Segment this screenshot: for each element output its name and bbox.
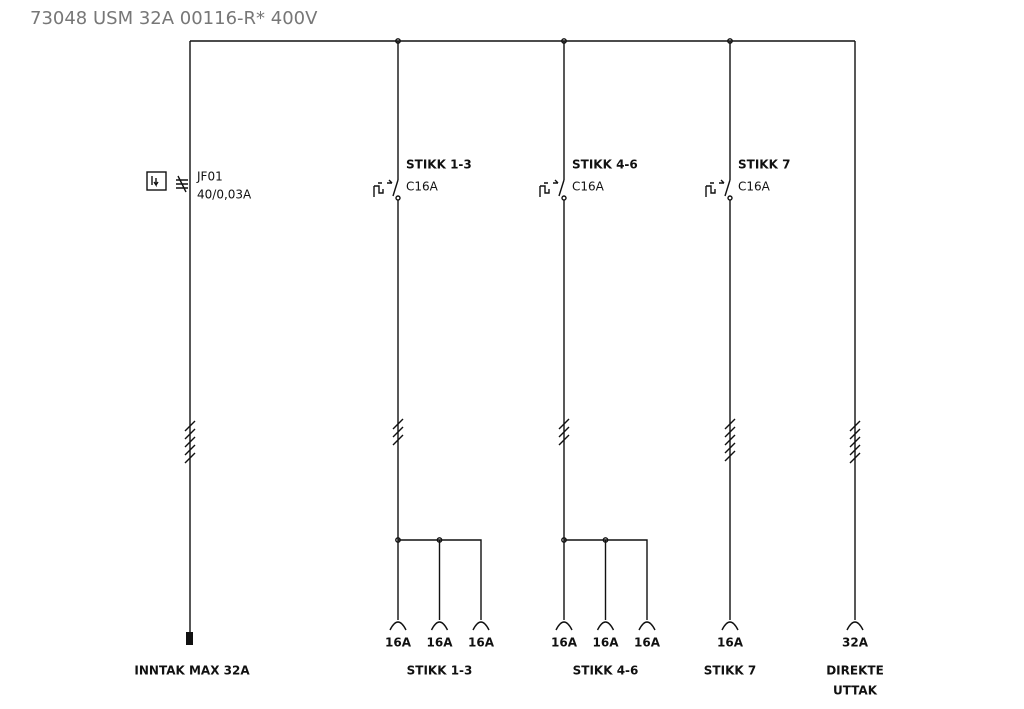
socket	[721, 621, 739, 631]
title: 73048 USM 32A 00116-R* 400V	[30, 8, 318, 29]
branch	[398, 539, 482, 620]
socket-rating: 16A	[468, 636, 495, 650]
rcd-symbol	[176, 175, 188, 193]
socket-rating: 16A	[427, 636, 454, 650]
branch	[564, 539, 648, 620]
hatch	[849, 436, 861, 448]
socket-rating: 16A	[593, 636, 620, 650]
socket-rating: 32A	[842, 636, 869, 650]
hatch	[184, 436, 196, 448]
breaker-name: STIKK 4-6	[572, 158, 638, 172]
breaker-name: STIKK 7	[738, 158, 790, 172]
socket	[555, 621, 573, 631]
hatch	[184, 444, 196, 456]
socket	[596, 621, 615, 631]
hatch	[849, 420, 861, 432]
contact-point	[561, 195, 567, 201]
socket	[846, 621, 864, 631]
rcd-box	[146, 171, 167, 191]
breaker-rating: C16A	[406, 180, 439, 194]
junction	[602, 537, 609, 543]
actuator	[705, 179, 725, 197]
breaker-rating: C16A	[572, 180, 605, 194]
hatch	[849, 428, 861, 440]
contact-point	[727, 195, 733, 201]
contact	[392, 179, 399, 197]
circuit-label: STIKK 7	[704, 664, 756, 678]
socket	[430, 621, 449, 631]
direct-label: UTTAK	[833, 684, 878, 698]
socket-rating: 16A	[385, 636, 412, 650]
circuit-label: STIKK 1-3	[407, 664, 473, 678]
actuator	[373, 179, 393, 197]
hatch	[184, 420, 196, 432]
socket	[389, 621, 407, 631]
circuit-label: STIKK 4-6	[573, 664, 639, 678]
socket-rating: 16A	[551, 636, 578, 650]
rcd-rating: 40/0,03A	[197, 188, 252, 202]
rcd-device: JF01	[196, 170, 223, 184]
rcd-icon	[151, 176, 159, 188]
direct-label: DIREKTE	[826, 664, 884, 678]
contact	[724, 179, 731, 197]
socket-rating: 16A	[717, 636, 744, 650]
breaker-rating: C16A	[738, 180, 771, 194]
breaker-name: STIKK 1-3	[406, 158, 472, 172]
contact	[558, 179, 565, 197]
socket	[472, 621, 490, 631]
terminal	[186, 632, 193, 645]
hatch	[849, 444, 861, 456]
hatch	[184, 428, 196, 440]
junction	[436, 537, 443, 543]
contact-point	[395, 195, 401, 201]
actuator	[539, 179, 559, 197]
feeder-label: INNTAK MAX 32A	[134, 664, 250, 678]
junction	[395, 537, 401, 543]
hatch	[849, 452, 861, 464]
socket	[638, 621, 656, 631]
hatch	[184, 452, 196, 464]
socket-rating: 16A	[634, 636, 661, 650]
junction	[561, 537, 567, 543]
